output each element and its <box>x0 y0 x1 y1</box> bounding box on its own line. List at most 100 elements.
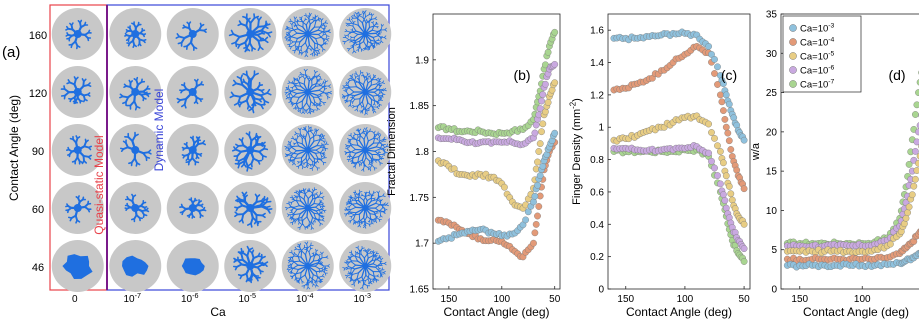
fingering-pattern <box>65 195 92 224</box>
data-point <box>720 107 727 115</box>
data-point <box>714 63 721 71</box>
data-point <box>542 80 549 88</box>
data-point <box>705 43 712 50</box>
y-axis-label: Fractal Dimension <box>386 107 398 196</box>
fingering-pattern <box>181 135 206 166</box>
data-point <box>714 172 721 180</box>
dynamic-label: Dynamic Model <box>152 89 166 172</box>
x-axis-label: Ca <box>210 305 226 319</box>
fingering-pattern <box>342 245 387 290</box>
data-point <box>740 136 748 144</box>
x-tick-label: 100 <box>493 294 510 305</box>
data-point <box>531 229 539 237</box>
series-ca-10-5 <box>610 112 748 228</box>
series-ca-10-6 <box>434 61 559 149</box>
fingering-pattern <box>122 255 149 277</box>
y-tick-label: 30 <box>766 49 778 60</box>
data-point <box>711 70 718 77</box>
y-tick-label: 0.4 <box>590 220 604 231</box>
y-tick-label: 0.8 <box>590 155 604 166</box>
data-point <box>530 198 537 206</box>
legend: Ca=10-3 Ca=10-4 Ca=10-5 Ca=10-6 Ca=10-7 <box>782 15 862 93</box>
data-point <box>534 181 541 189</box>
x-axis-label: Contact Angle (deg) <box>803 305 909 319</box>
data-point <box>733 166 741 174</box>
data-point <box>720 159 727 167</box>
panel-d-w-over-a-chart: 0510152025303515010050Contact Angle (deg… <box>750 10 919 319</box>
fingering-pattern <box>66 135 92 165</box>
y-tick-label: 20 <box>766 127 778 138</box>
y-tick-label: 0.6 <box>590 187 604 198</box>
fingering-pattern <box>344 127 390 172</box>
quasi-static-label: Quasi-static Model <box>92 135 106 234</box>
data-point <box>740 220 748 228</box>
data-point <box>500 183 508 191</box>
data-point <box>721 116 729 123</box>
fingering-pattern <box>232 131 269 172</box>
data-point <box>725 137 733 145</box>
data-point <box>551 129 559 137</box>
data-point <box>740 258 748 265</box>
x-tick-label: 50 <box>739 294 751 305</box>
legend-entry: Ca=10-3 <box>800 23 835 35</box>
data-point <box>916 122 919 129</box>
series-ca-10-7 <box>434 28 559 138</box>
data-point <box>708 157 715 165</box>
y-tick-label: 15 <box>766 167 778 178</box>
fingering-pattern <box>342 10 388 54</box>
fingering-pattern <box>181 258 205 276</box>
panel-label: (c) <box>721 67 737 83</box>
fingering-pattern <box>228 13 273 53</box>
data-point <box>720 80 727 88</box>
data-point <box>530 239 537 247</box>
fingering-pattern <box>175 21 207 51</box>
data-point <box>717 180 724 188</box>
col-label: 10-3 <box>353 291 371 305</box>
data-point <box>531 192 539 200</box>
panel-label: (b) <box>513 67 530 83</box>
data-point <box>539 91 547 99</box>
y-tick-label: 35 <box>766 10 778 21</box>
data-point <box>717 148 724 155</box>
y-tick-label: 1.2 <box>590 90 604 101</box>
data-point <box>532 220 540 228</box>
data-point <box>725 182 733 190</box>
row-label: 120 <box>29 88 47 100</box>
fingering-pattern <box>233 245 269 284</box>
x-tick-label: 150 <box>441 294 458 305</box>
fingering-pattern <box>120 131 152 167</box>
y-tick-label: 1.8 <box>415 147 429 158</box>
data-point <box>711 134 718 142</box>
data-point <box>708 51 715 58</box>
data-point <box>544 99 552 106</box>
data-point <box>724 129 732 137</box>
data-point <box>722 123 730 131</box>
y-tick-label: 5 <box>771 245 777 256</box>
data-point <box>887 240 894 248</box>
y-tick-label: 1.7 <box>415 239 429 250</box>
fingering-pattern <box>343 189 389 229</box>
x-tick-label: 100 <box>677 294 694 305</box>
data-point <box>913 167 919 174</box>
fingering-pattern <box>284 187 327 231</box>
fingering-pattern <box>234 191 273 228</box>
y-tick-label: 1.75 <box>410 193 430 204</box>
legend-marker <box>789 24 797 32</box>
data-point <box>910 182 918 190</box>
data-point <box>904 209 911 217</box>
row-label: 160 <box>29 30 47 42</box>
series-ca-10-6 <box>610 142 748 253</box>
data-point <box>705 149 712 157</box>
data-point <box>912 175 919 183</box>
y-tick-label: 25 <box>766 88 778 99</box>
data-point <box>905 160 913 168</box>
data-point <box>532 121 540 129</box>
data-point <box>916 79 919 86</box>
data-point <box>902 214 910 222</box>
panel-label: (a) <box>2 44 20 61</box>
y-tick-label: 1 <box>598 123 604 134</box>
x-tick-label: 150 <box>617 294 634 305</box>
y-tick-label: 1.85 <box>410 101 430 112</box>
